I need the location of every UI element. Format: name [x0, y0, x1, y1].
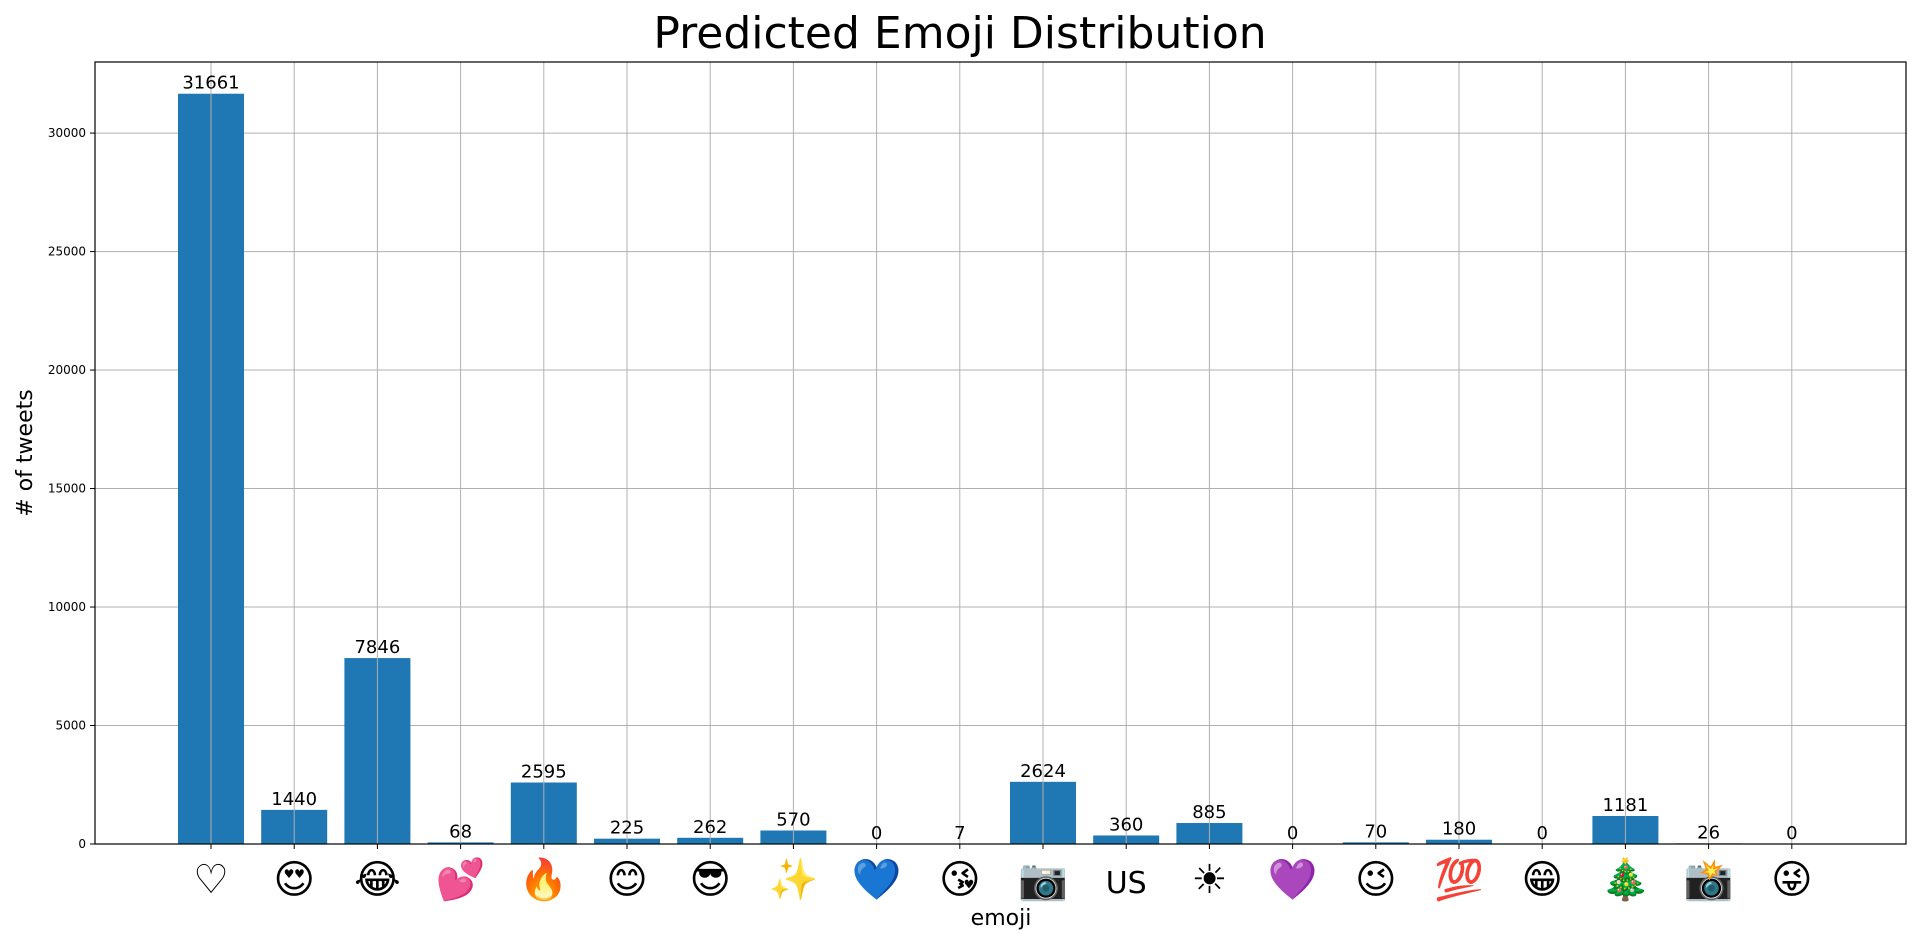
x-tick-label: 🔥 [519, 856, 569, 903]
bar-value-label: 68 [449, 821, 472, 842]
x-tick-label: 😍 [273, 857, 315, 903]
x-tick-label: ♡ [193, 857, 229, 903]
x-tick-label: 😎 [689, 857, 731, 903]
bar-value-label: 7 [954, 823, 965, 844]
bar-value-label: 0 [1786, 823, 1797, 844]
chart-title: Predicted Emoji Distribution [653, 8, 1266, 59]
bar-value-label: 31661 [182, 73, 239, 94]
bar-value-label: 0 [871, 823, 882, 844]
bar-value-label: 1181 [1602, 795, 1648, 816]
bar-value-label: 225 [610, 818, 644, 839]
x-tick-label: 😜 [1771, 857, 1813, 903]
x-tick-label: 📷 [1018, 857, 1068, 903]
y-tick-label: 15000 [48, 482, 86, 496]
vertical-grid-lines [210, 62, 1793, 844]
bar-value-label: 1440 [271, 789, 317, 810]
bar-value-label: 26 [1697, 822, 1720, 843]
x-tick-label: ☀ [1191, 857, 1227, 903]
x-axis-label: emoji [971, 906, 1032, 931]
bar-value-label: 180 [1442, 819, 1476, 840]
y-tick-label: 0 [78, 837, 86, 851]
bar-value-label: 885 [1192, 802, 1226, 823]
x-tick-label: ✨ [768, 857, 818, 903]
bar-value-label: 360 [1109, 814, 1143, 835]
bar-value-label: 2595 [521, 762, 567, 783]
x-tick-label: 💕 [436, 856, 486, 903]
bar-value-label: 262 [693, 817, 727, 838]
x-tick-label: 📸 [1684, 857, 1734, 903]
plot-frame [94, 61, 1907, 845]
y-axis-ticks: 0 5000 10000 15000 20000 25000 30000 [48, 126, 95, 851]
bar-value-label: 570 [776, 809, 810, 830]
bar-value-label: 0 [1287, 823, 1298, 844]
x-tick-label: 😁 [1521, 857, 1563, 903]
x-axis-ticks: ♡ 😍 😂 💕 🔥 😊 😎 ✨ 💙 😘 📷 US ☀ 💜 😉 💯 😁 🎄 📸 😜 [193, 844, 1813, 903]
bar-value-label: 0 [1536, 823, 1547, 844]
x-tick-label: 💯 [1434, 856, 1484, 903]
y-axis-label: # of tweets [13, 389, 38, 516]
y-tick-label: 25000 [48, 245, 86, 259]
x-tick-label: 💙 [852, 857, 902, 903]
x-tick-label: 🎄 [1600, 856, 1650, 903]
y-tick-label: 30000 [48, 126, 86, 140]
y-tick-label: 20000 [48, 363, 86, 377]
bar-value-labels: 31661 1440 7846 68 2595 225 262 570 0 7 2624 360 885… [182, 73, 1797, 844]
y-tick-label: 10000 [48, 600, 86, 614]
x-tick-label: 😉 [1355, 857, 1397, 903]
x-tick-label: US [1106, 866, 1147, 901]
bar-value-label: 70 [1364, 821, 1387, 842]
y-tick-label: 5000 [55, 719, 86, 733]
bar-value-label: 7846 [354, 637, 400, 658]
x-tick-label: 😘 [939, 857, 981, 903]
x-tick-label: 😂 [354, 857, 401, 903]
bar-value-label: 2624 [1020, 761, 1066, 782]
x-tick-label: 💜 [1268, 857, 1318, 903]
x-tick-label: 😊 [606, 857, 648, 903]
